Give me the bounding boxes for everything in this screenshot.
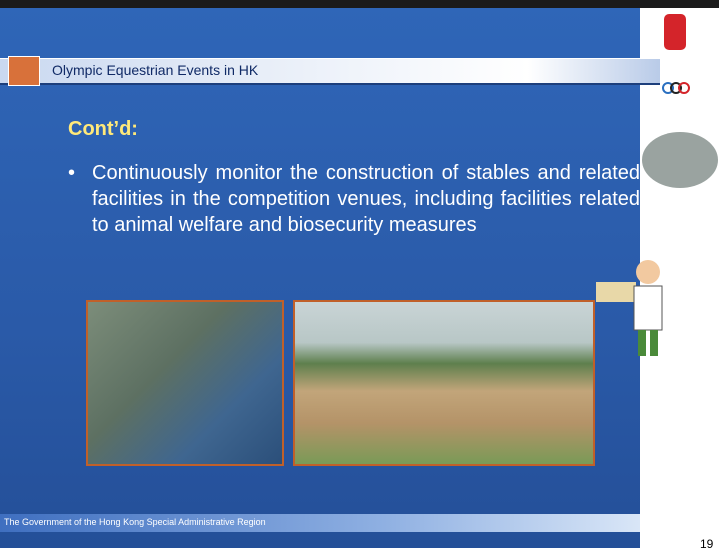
beijing-logo: [664, 14, 686, 50]
page-number: 19: [700, 537, 713, 548]
logos: [640, 0, 719, 220]
stables-photo: [293, 300, 595, 466]
header-icon: [8, 56, 40, 86]
venue-photo: [86, 300, 284, 466]
page: Olympic Equestrian Events in HK Cont’d: …: [0, 0, 719, 548]
heading: Cont’d:: [68, 118, 138, 141]
doctor-head: [636, 260, 660, 284]
slide: Olympic Equestrian Events in HK Cont’d: …: [0, 0, 719, 548]
doctor-leg: [650, 330, 658, 356]
header-title: Olympic Equestrian Events in HK: [52, 62, 258, 78]
bullet-text: Continuously monitor the construction of…: [92, 160, 640, 238]
bullet-dot: •: [68, 160, 75, 186]
doctor-coat: [634, 286, 662, 330]
top-border: [0, 0, 719, 8]
desk: [596, 282, 636, 302]
stadium-image: [642, 132, 718, 188]
footer-text: The Government of the Hong Kong Special …: [4, 517, 266, 527]
clipart: [592, 252, 682, 362]
doctor-leg: [638, 330, 646, 356]
